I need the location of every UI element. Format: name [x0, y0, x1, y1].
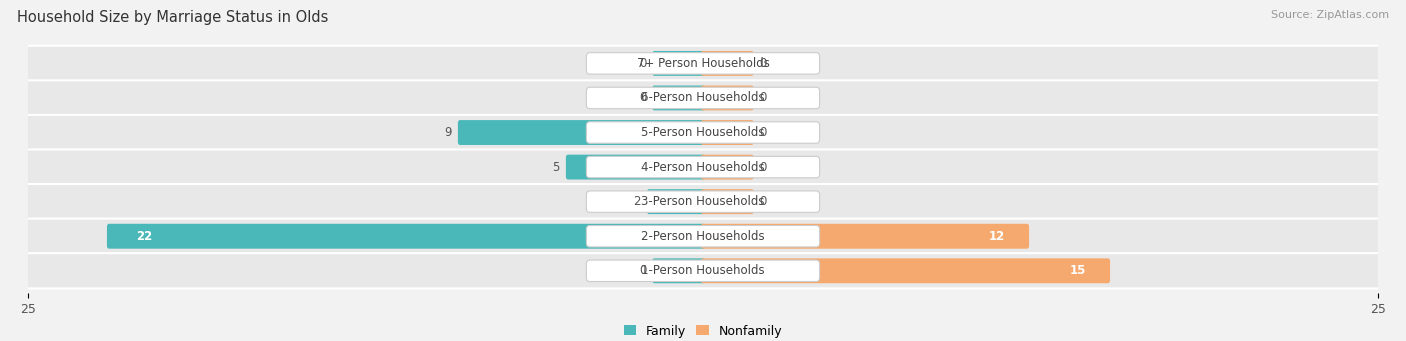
Text: 0: 0 — [759, 161, 768, 174]
Text: 15: 15 — [1070, 264, 1087, 277]
Text: 7+ Person Households: 7+ Person Households — [637, 57, 769, 70]
FancyBboxPatch shape — [458, 120, 706, 145]
Text: 0: 0 — [759, 91, 768, 104]
Text: 9: 9 — [444, 126, 451, 139]
FancyBboxPatch shape — [565, 155, 706, 179]
Text: 6-Person Households: 6-Person Households — [641, 91, 765, 104]
FancyBboxPatch shape — [15, 184, 1391, 219]
FancyBboxPatch shape — [15, 115, 1391, 150]
Text: 2: 2 — [634, 195, 641, 208]
FancyBboxPatch shape — [700, 189, 754, 214]
FancyBboxPatch shape — [15, 80, 1391, 116]
Text: Source: ZipAtlas.com: Source: ZipAtlas.com — [1271, 10, 1389, 20]
FancyBboxPatch shape — [700, 155, 754, 179]
FancyBboxPatch shape — [15, 149, 1391, 185]
FancyBboxPatch shape — [15, 219, 1391, 254]
FancyBboxPatch shape — [700, 51, 754, 76]
Text: 0: 0 — [638, 264, 647, 277]
Text: 4-Person Households: 4-Person Households — [641, 161, 765, 174]
Legend: Family, Nonfamily: Family, Nonfamily — [619, 320, 787, 341]
FancyBboxPatch shape — [15, 46, 1391, 81]
Text: 0: 0 — [759, 195, 768, 208]
FancyBboxPatch shape — [700, 258, 1111, 283]
Text: 0: 0 — [638, 57, 647, 70]
FancyBboxPatch shape — [586, 191, 820, 212]
Text: 2-Person Households: 2-Person Households — [641, 230, 765, 243]
Text: 22: 22 — [136, 230, 152, 243]
FancyBboxPatch shape — [652, 51, 706, 76]
FancyBboxPatch shape — [107, 224, 706, 249]
FancyBboxPatch shape — [700, 86, 754, 110]
Text: 3-Person Households: 3-Person Households — [641, 195, 765, 208]
Text: 5: 5 — [553, 161, 560, 174]
Text: 0: 0 — [759, 126, 768, 139]
FancyBboxPatch shape — [652, 258, 706, 283]
FancyBboxPatch shape — [700, 120, 754, 145]
FancyBboxPatch shape — [15, 253, 1391, 288]
FancyBboxPatch shape — [586, 157, 820, 178]
FancyBboxPatch shape — [652, 86, 706, 110]
Text: 12: 12 — [988, 230, 1005, 243]
Text: 5-Person Households: 5-Person Households — [641, 126, 765, 139]
FancyBboxPatch shape — [586, 87, 820, 109]
Text: 1-Person Households: 1-Person Households — [641, 264, 765, 277]
Text: 0: 0 — [759, 57, 768, 70]
FancyBboxPatch shape — [586, 53, 820, 74]
Text: 0: 0 — [638, 91, 647, 104]
FancyBboxPatch shape — [586, 225, 820, 247]
FancyBboxPatch shape — [586, 122, 820, 143]
FancyBboxPatch shape — [700, 224, 1029, 249]
FancyBboxPatch shape — [586, 260, 820, 282]
Text: Household Size by Marriage Status in Olds: Household Size by Marriage Status in Old… — [17, 10, 328, 25]
FancyBboxPatch shape — [647, 189, 706, 214]
